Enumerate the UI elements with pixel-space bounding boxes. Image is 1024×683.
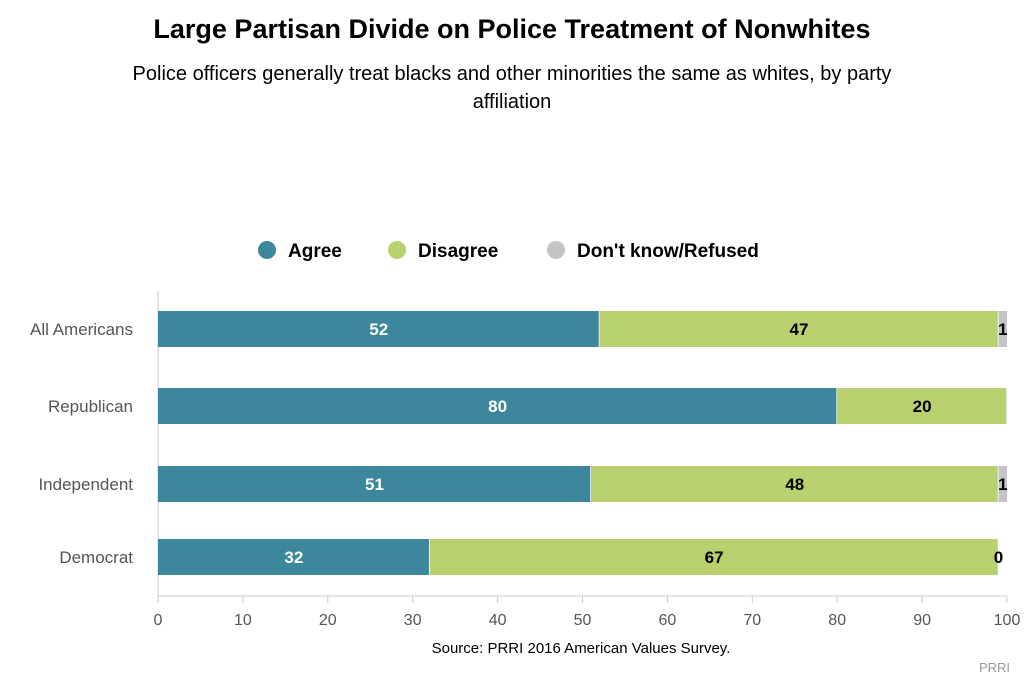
- data-label-2-1: 48: [785, 475, 804, 494]
- data-label-2-2: 1: [998, 475, 1007, 494]
- chart-source: Source: PRRI 2016 American Values Survey…: [431, 640, 731, 657]
- bar-1-1: [837, 388, 1007, 424]
- category-label-3: Democrat: [59, 548, 133, 567]
- bar-2-1: [590, 466, 999, 502]
- legend-marker-2: [547, 241, 565, 259]
- bar-3-0: [158, 539, 430, 575]
- legend-marker-1: [388, 241, 406, 259]
- bar-1-0: [158, 388, 838, 424]
- category-label-0: All Americans: [30, 320, 133, 339]
- bar-0-0: [158, 311, 600, 347]
- x-tick-label-60: 60: [659, 612, 677, 629]
- legend-label-0: Agree: [288, 241, 342, 262]
- x-axis: 0 10 20 30 40 50 60 70 80 90 100: [154, 291, 1021, 629]
- legend-marker-0: [258, 241, 276, 259]
- bar-2-2: [998, 466, 1007, 502]
- data-label-3-1: 67: [705, 548, 724, 567]
- x-tick-label-0: 0: [154, 612, 163, 629]
- data-label-0-0: 52: [369, 320, 388, 339]
- chart-credit: PRRI: [978, 660, 1010, 675]
- data-label-3-2: 0: [994, 548, 1003, 567]
- x-tick-label-70: 70: [743, 612, 761, 629]
- bar-2-0: [158, 466, 591, 502]
- x-tick-label-40: 40: [489, 612, 507, 629]
- category-label-2: Independent: [38, 475, 133, 494]
- data-label-2-0: 51: [365, 475, 384, 494]
- x-tick-label-90: 90: [913, 612, 931, 629]
- x-tick-label-20: 20: [319, 612, 337, 629]
- legend-label-2: Don't know/Refused: [577, 241, 759, 262]
- chart-legend: Agree Disagree Don't know/Refused: [258, 241, 759, 262]
- x-tick-label-80: 80: [828, 612, 846, 629]
- bar-0-1: [599, 311, 999, 347]
- x-tick-label-50: 50: [574, 612, 592, 629]
- category-label-1: Republican: [48, 397, 133, 416]
- x-tick-label-100: 100: [994, 612, 1021, 629]
- data-label-0-1: 47: [790, 320, 809, 339]
- data-label-1-0: 80: [488, 397, 507, 416]
- category-labels: All Americans Republican Independent Democr…: [30, 320, 133, 567]
- bar-3-1: [429, 539, 999, 575]
- data-label-0-2: 1: [998, 320, 1007, 339]
- chart-title: Large Partisan Divide on Police Treatmen…: [153, 14, 871, 44]
- data-label-3-0: 32: [284, 548, 303, 567]
- x-tick-label-10: 10: [234, 612, 252, 629]
- legend-label-1: Disagree: [418, 241, 498, 262]
- bar-0-2: [998, 311, 1007, 347]
- x-tick-label-30: 30: [404, 612, 422, 629]
- bar-area: 52 47 1 80 20 51 48 1 32 67 0: [158, 311, 1008, 575]
- chart-subtitle: Police officers generally treat blacks a…: [132, 63, 892, 113]
- data-label-1-1: 20: [913, 397, 932, 416]
